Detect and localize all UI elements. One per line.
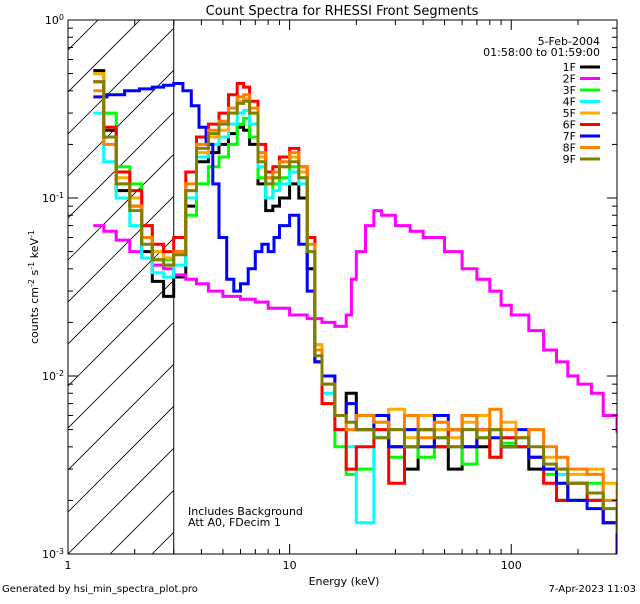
chart-labels: Count Spectra for RHESSI Front Segments …: [27, 4, 601, 588]
y-tick-label: 10-1: [42, 191, 64, 206]
y-axis-label-exp2: -1: [27, 262, 36, 270]
x-axis-label: Energy (keV): [309, 575, 380, 588]
y-axis-label-exp1: -2: [27, 279, 36, 287]
annotation-attenuator: Att A0, FDecim 1: [188, 516, 281, 529]
y-axis-label-s: s: [28, 269, 41, 278]
hatch-line: [68, 20, 99, 51]
plot-frame: [67, 19, 618, 555]
legend-label-6F: 6F: [563, 119, 576, 132]
legend-label-1F: 1F: [563, 61, 576, 74]
hatch-line: [572, 0, 640, 554]
hatch-line: [236, 0, 640, 554]
series-4F-line: [93, 109, 617, 554]
chart-title: Count Spectra for RHESSI Front Segments: [206, 4, 479, 19]
x-tick-label: 100: [501, 559, 522, 572]
hatch-line: [68, 237, 174, 345]
date-label: 5-Feb-2004: [538, 35, 600, 48]
y-axis-label-base: counts cm: [28, 287, 41, 344]
footer-generator: Generated by hsi_min_spectra_plot.pro: [2, 584, 198, 595]
y-axis-label-exp3: -1: [27, 230, 36, 238]
x-tick-label: 1: [65, 559, 72, 572]
hatch-line: [68, 405, 174, 513]
x-tick-label: 10: [283, 559, 297, 572]
hatch-line: [68, 20, 141, 93]
y-axis-label: counts cm-2 s-1 keV-1: [27, 230, 42, 344]
legend-label-7F: 7F: [563, 130, 576, 143]
y-tick-label: 10-3: [42, 547, 64, 562]
hatch-line: [68, 27, 174, 135]
hatch-line: [614, 0, 640, 554]
footer-timestamp: 7-Apr-2023 11:03: [548, 584, 636, 595]
legend-label-8F: 8F: [563, 142, 576, 155]
hatch-line: [68, 195, 174, 303]
legend-label-4F: 4F: [563, 96, 576, 109]
legend-label-2F: 2F: [563, 73, 576, 86]
y-tick-label: 10-2: [42, 369, 64, 384]
legend-label-3F: 3F: [563, 84, 576, 97]
hatch-line: [320, 0, 640, 554]
y-tick-label: 100: [45, 13, 64, 28]
hatch-line: [530, 0, 640, 554]
legend-label-5F: 5F: [563, 107, 576, 120]
legend-label-9F: 9F: [563, 153, 576, 166]
y-axis-label-kev: keV: [28, 238, 41, 262]
time-range-label: 01:58:00 to 01:59:00: [483, 46, 600, 59]
hatch-line: [68, 321, 174, 429]
series-group: [93, 69, 617, 554]
hatch-line: [68, 447, 174, 554]
axes: 1 10 100 100 10-1 10-2 10-3: [42, 13, 618, 572]
hatch-line: [68, 363, 174, 471]
series-9F-line: [93, 80, 617, 534]
hatch-line: [68, 279, 174, 387]
annotation-background: Includes Background: [188, 505, 303, 518]
